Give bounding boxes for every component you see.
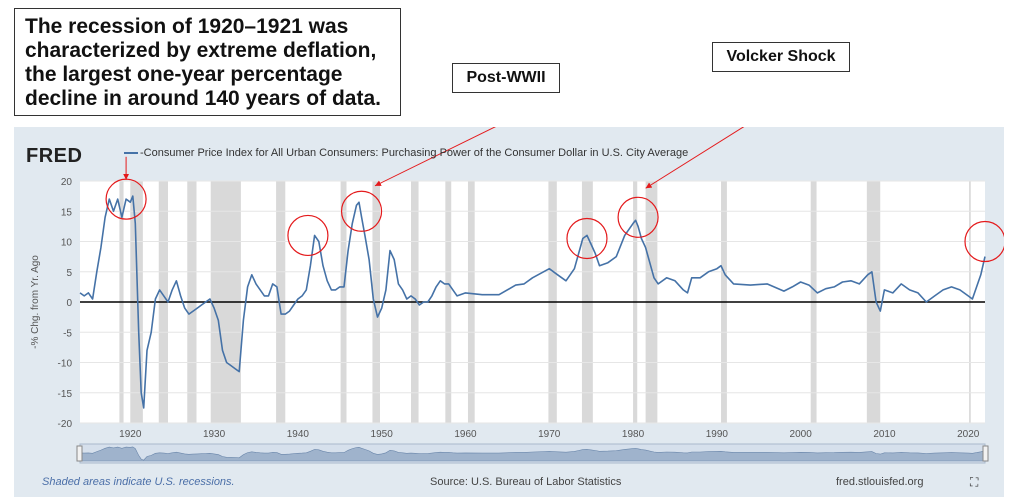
x-tick-label: 2020 (957, 429, 980, 440)
y-tick-label: -15 (58, 389, 73, 400)
x-tick-label: 1930 (203, 429, 226, 440)
navigator-series (79, 446, 986, 462)
annotation-arrow (645, 127, 745, 189)
annotation-line: decline in around 140 years of data. (25, 87, 381, 110)
x-tick-label: 1950 (371, 429, 394, 440)
annotation-1920-recession: The recession of 1920–1921 was character… (14, 8, 401, 116)
highlight-circle (566, 217, 608, 260)
x-tick-label: 1970 (538, 429, 561, 440)
x-tick-label: 1920 (119, 429, 142, 440)
y-tick-label: 5 (66, 268, 72, 279)
annotation-post-wwii: Post-WWII (452, 63, 560, 93)
highlight-circle (287, 214, 329, 257)
annotation-line: characterized by extreme deflation, (25, 39, 377, 62)
highlight-circle (340, 190, 383, 232)
recession-note: Shaded areas indicate U.S. recessions. (42, 476, 235, 488)
y-tick-label: -5 (63, 328, 72, 339)
x-tick-label: 1940 (287, 429, 310, 440)
navigator-right-handle[interactable] (982, 445, 989, 462)
fred-logo: FRED (26, 145, 83, 167)
fred-chart-panel: 20 15 10 5 0 -5 -10 -15 -20 1920 1930 1940 1950 1960 1… (14, 127, 1004, 497)
annotation-volcker-shock: Volcker Shock (712, 42, 850, 72)
series-line (79, 195, 986, 409)
chart-svg: 20 15 10 5 0 -5 -10 -15 -20 1920 1930 1940 1950 1960 1… (30, 127, 1004, 464)
fred-url[interactable]: fred.stlouisfed.org (836, 476, 924, 488)
y-tick-label: -20 (58, 419, 73, 430)
y-tick-label: -10 (58, 359, 73, 370)
source-text: Source: U.S. Bureau of Labor Statistics (430, 476, 622, 488)
annotation-line: the largest one-year percentage (25, 63, 343, 86)
x-tick-label: 1990 (706, 429, 729, 440)
y-axis-label: -% Chg. from Yr. Ago (30, 255, 41, 349)
highlight-circle (617, 196, 659, 238)
annotation-arrow (374, 127, 496, 187)
navigator-left-handle[interactable] (76, 445, 83, 462)
x-tick-label: 1960 (454, 429, 477, 440)
annotation-line: The recession of 1920–1921 was (25, 15, 349, 38)
legend-swatch (124, 152, 138, 155)
x-tick-label: 2000 (790, 429, 813, 440)
x-tick-label: 2010 (873, 429, 896, 440)
highlight-circle (964, 220, 1004, 263)
legend-label: -Consumer Price Index for All Urban Cons… (140, 147, 689, 159)
y-tick-label: 20 (61, 177, 73, 188)
y-tick-label: 10 (61, 238, 73, 249)
y-tick-label: 0 (66, 298, 72, 309)
y-tick-label: 15 (61, 207, 73, 218)
expand-icon[interactable]: ⛶ (970, 475, 979, 489)
chart-legend: -Consumer Price Index for All Urban Cons… (124, 147, 688, 159)
x-tick-label: 1980 (622, 429, 645, 440)
